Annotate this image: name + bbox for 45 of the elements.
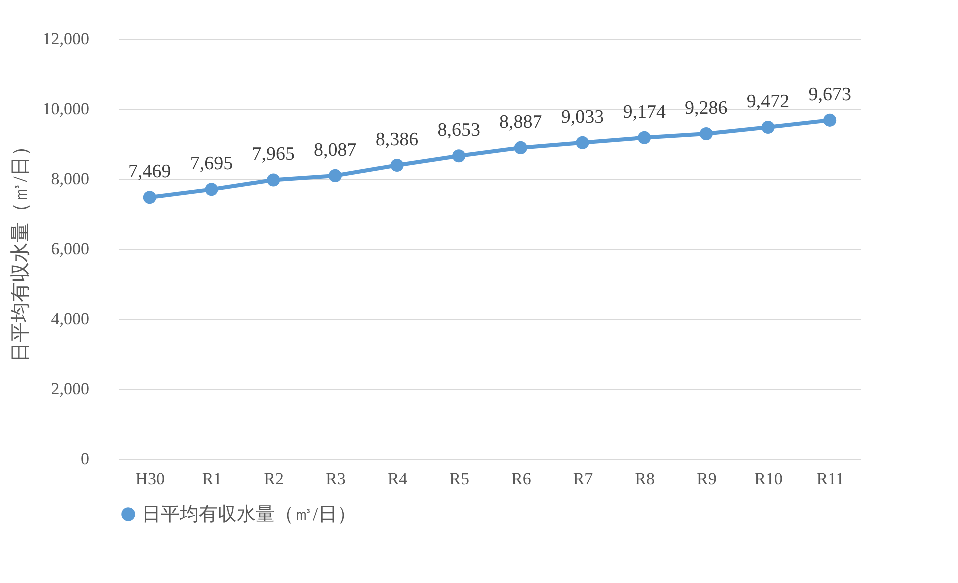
y-tick-label: 6,000	[51, 240, 90, 258]
x-tick-label: H30	[136, 470, 166, 488]
point	[576, 136, 590, 150]
data-label: 9,174	[623, 102, 666, 123]
data-label: 8,653	[438, 120, 480, 142]
x-tick-label: R1	[202, 470, 222, 488]
data-label: 8,087	[314, 140, 357, 161]
data-label: 8,887	[500, 112, 542, 133]
data-label: 9,673	[808, 84, 852, 106]
point	[143, 191, 156, 204]
legend-label: 日平均有収水量（㎥/日）	[142, 504, 356, 526]
point	[328, 169, 342, 182]
point	[700, 127, 713, 140]
data-label: 7,695	[190, 154, 234, 175]
point	[762, 120, 775, 134]
y-tick-label: 8,000	[51, 170, 90, 188]
point	[638, 131, 652, 144]
point	[514, 141, 528, 154]
x-tick-label: R4	[388, 470, 408, 488]
point	[267, 174, 280, 187]
y-tick-label: 10,000	[42, 100, 90, 118]
y-tick-label: 12,000	[42, 30, 90, 48]
point	[452, 150, 466, 163]
y-tick-label: 2,000	[51, 380, 90, 398]
x-tick-label: R10	[754, 470, 783, 488]
x-tick-label: R9	[696, 470, 717, 488]
x-tick-label: R5	[450, 470, 470, 488]
data-label: 9,033	[561, 106, 604, 128]
point	[205, 183, 218, 196]
data-label: 9,472	[746, 91, 790, 112]
y-axis-title: 日平均有収水量（㎥/日）	[10, 136, 32, 362]
y-tick-label: 4,000	[51, 310, 90, 328]
x-tick-label: R8	[635, 470, 656, 488]
x-tick-label: R11	[816, 470, 844, 488]
data-label: 8,386	[376, 129, 419, 150]
x-tick-label: R7	[573, 470, 594, 488]
y-tick-label: 0	[81, 450, 90, 468]
x-tick-label: R3	[326, 470, 346, 488]
point	[390, 158, 404, 172]
data-label: 9,286	[685, 98, 728, 119]
x-tick-label: R2	[264, 470, 284, 488]
x-tick-label: R6	[511, 470, 532, 488]
data-label: 7,965	[252, 144, 295, 166]
point	[824, 114, 837, 127]
data-label: 7,469	[128, 162, 172, 183]
